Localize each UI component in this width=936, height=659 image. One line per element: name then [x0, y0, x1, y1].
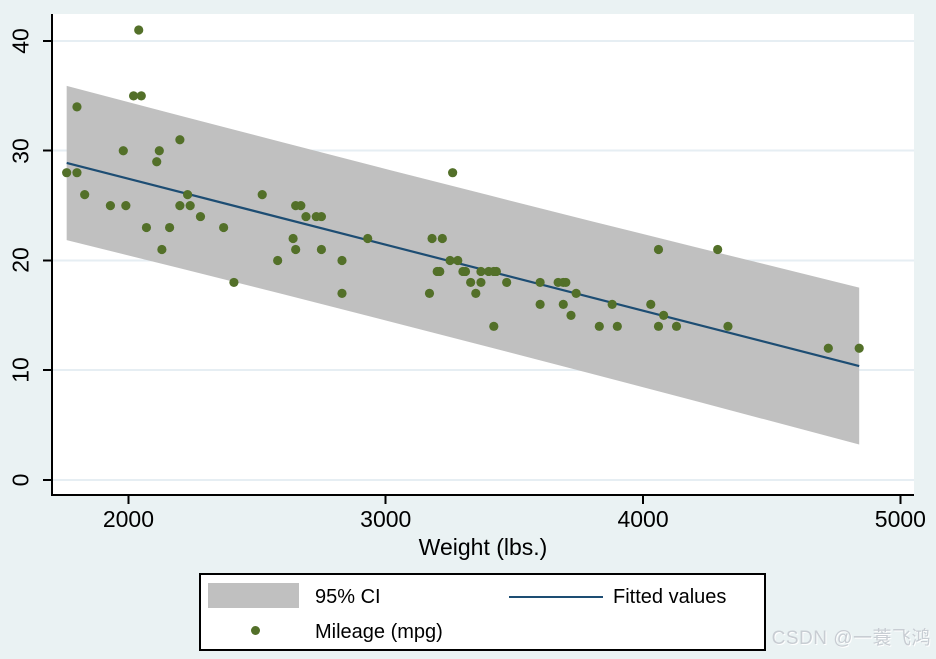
data-point [854, 343, 864, 353]
data-point [118, 146, 128, 156]
y-tick-label: 40 [7, 28, 34, 54]
legend-ci-swatch [208, 583, 299, 608]
data-point [476, 277, 486, 288]
data-point [288, 233, 298, 244]
data-point [453, 255, 463, 266]
data-point [448, 168, 458, 178]
x-tick-label: 5000 [874, 506, 926, 532]
data-point [653, 321, 664, 331]
data-point [219, 222, 229, 233]
data-point [437, 233, 447, 244]
data-point [653, 244, 664, 255]
data-point [535, 299, 545, 309]
data-point [671, 321, 682, 331]
data-point [316, 244, 327, 255]
data-point [571, 288, 581, 299]
data-point [337, 288, 347, 299]
legend-box: 95% CI Fitted values Mileage (mpg) [199, 573, 766, 651]
data-point [164, 222, 175, 233]
data-point [489, 321, 499, 331]
data-point [823, 343, 833, 353]
data-point [723, 321, 733, 331]
data-point [561, 277, 571, 288]
y-tick-label: 0 [7, 473, 34, 487]
legend-ci-label: 95% CI [315, 586, 381, 608]
watermark: CSDN @一蓑飞鸿 [771, 628, 931, 649]
data-point [152, 157, 162, 167]
data-point [427, 233, 437, 244]
legend-mileage-label: Mileage (mpg) [315, 621, 443, 643]
data-point [458, 266, 468, 277]
data-point [594, 321, 604, 331]
data-point [646, 299, 656, 309]
data-point [105, 201, 116, 211]
data-point [128, 91, 139, 101]
data-point [175, 135, 185, 145]
data-point [62, 168, 72, 178]
data-point [185, 201, 195, 211]
data-point [136, 91, 146, 101]
y-tick-label: 30 [7, 137, 34, 164]
data-point [121, 201, 131, 211]
data-point [363, 233, 373, 244]
y-tick-label: 10 [7, 357, 34, 384]
data-point [296, 201, 306, 211]
data-point [558, 299, 568, 309]
data-point [424, 288, 435, 299]
data-point [502, 277, 512, 288]
data-point [471, 288, 481, 299]
legend-fitted-line-sample [509, 596, 603, 598]
data-point [466, 277, 476, 288]
data-point [291, 244, 301, 255]
data-point [301, 211, 311, 222]
data-point [337, 255, 347, 266]
fitted-line [66, 161, 860, 368]
data-point [195, 211, 206, 222]
data-point [229, 277, 239, 288]
data-point [432, 266, 442, 277]
data-point [157, 244, 167, 255]
data-point [80, 190, 90, 200]
data-point [445, 255, 455, 266]
data-point [535, 277, 545, 288]
data-point [134, 25, 144, 35]
data-point [659, 310, 669, 320]
x-axis-title: Weight (lbs.) [418, 534, 548, 560]
data-point [183, 190, 193, 200]
data-point [72, 102, 82, 112]
legend-mileage-marker [251, 626, 260, 635]
data-point [257, 190, 267, 200]
data-point [273, 255, 283, 266]
data-point [175, 201, 185, 211]
data-point [607, 299, 617, 309]
data-point [612, 321, 622, 331]
x-tick-label: 2000 [102, 506, 155, 532]
data-point [154, 146, 164, 156]
data-point [489, 266, 499, 277]
data-point [566, 310, 576, 320]
data-point [72, 168, 82, 178]
data-point [141, 222, 152, 233]
data-point [311, 211, 321, 222]
legend-fitted-label: Fitted values [613, 586, 727, 608]
x-tick-label: 3000 [360, 506, 412, 532]
y-tick-label: 20 [7, 247, 34, 274]
data-point [713, 244, 723, 255]
data-point [476, 266, 486, 277]
x-tick-label: 4000 [617, 506, 669, 532]
